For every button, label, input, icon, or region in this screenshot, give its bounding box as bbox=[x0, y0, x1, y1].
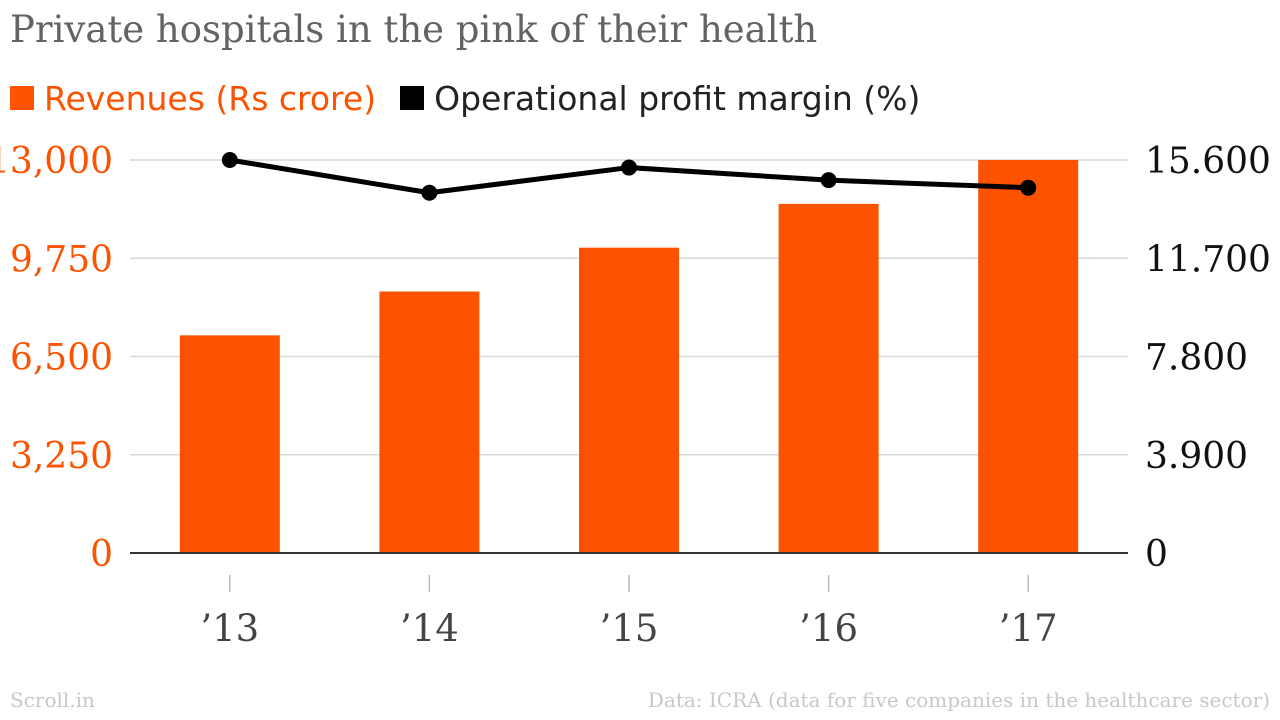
legend-swatch-margin bbox=[400, 86, 425, 110]
legend-item-margin: Operational profit margin (%) bbox=[400, 79, 920, 118]
margin-point bbox=[421, 184, 438, 201]
y-right-tick-label: 3.900 bbox=[1145, 436, 1248, 477]
chart-title: Private hospitals in the pink of their h… bbox=[10, 8, 818, 51]
margin-point bbox=[1020, 179, 1037, 196]
legend-label-margin: Operational profit margin (%) bbox=[434, 78, 921, 118]
margin-point bbox=[621, 159, 637, 176]
revenue-bar bbox=[179, 335, 280, 553]
revenue-bar bbox=[778, 203, 879, 554]
y-right-tick-label: 11.700 bbox=[1145, 239, 1271, 280]
x-tick-label: ’15 bbox=[600, 607, 659, 650]
legend-swatch-revenues bbox=[10, 86, 34, 110]
y-left-tick-label: 9,750 bbox=[10, 239, 113, 280]
footer-source-right: Data: ICRA (data for five companies in t… bbox=[647, 688, 1270, 712]
margin-line bbox=[221, 152, 1037, 201]
y-left-tick-label: 13,000 bbox=[0, 141, 113, 182]
y-left-tick-label: 0 bbox=[90, 534, 113, 575]
footer-source-left: Scroll.in bbox=[10, 688, 95, 712]
x-tick-label: ’16 bbox=[799, 607, 858, 650]
axes: 0 0 3,250 3.900 6,500 7.800 9,750 11.700 13,000 1… bbox=[0, 141, 1271, 650]
y-right-tick-label: 7.800 bbox=[1145, 338, 1248, 379]
margin-point bbox=[820, 172, 837, 189]
y-left-tick-label: 6,500 bbox=[10, 338, 113, 379]
y-left-tick-label: 3,250 bbox=[10, 436, 113, 477]
x-tick-label: ’14 bbox=[400, 607, 459, 650]
x-tick-label: ’13 bbox=[200, 607, 259, 650]
y-right-tick-label: 0 bbox=[1145, 534, 1168, 575]
legend-item-revenues: Revenues (Rs crore) bbox=[10, 79, 376, 118]
chart-legend: Revenues (Rs crore) Operational profit m… bbox=[10, 76, 944, 120]
revenue-bars bbox=[179, 160, 1079, 554]
revenue-bar bbox=[978, 160, 1079, 553]
x-tick-label: ’17 bbox=[999, 607, 1058, 650]
y-right-tick-label: 15.600 bbox=[1145, 141, 1271, 182]
revenue-bar bbox=[379, 291, 480, 553]
legend-label-revenues: Revenues (Rs crore) bbox=[44, 78, 377, 118]
margin-point bbox=[221, 152, 238, 168]
revenue-bar bbox=[579, 247, 679, 553]
